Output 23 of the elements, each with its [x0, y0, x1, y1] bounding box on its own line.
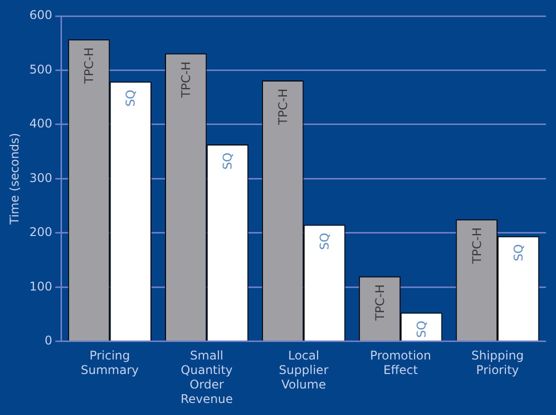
text: SQ — [511, 244, 526, 262]
y-tick-label: 300 — [29, 170, 52, 185]
text: TPC-H — [470, 227, 484, 264]
y-tick-label: 400 — [29, 116, 52, 131]
text: TPC-H — [276, 88, 290, 125]
x-tick-label: Local Supplier Volume — [278, 348, 328, 392]
y-tick-label: 0 — [44, 334, 52, 348]
y-tick-label: 500 — [29, 62, 52, 76]
x-tick-label: Shipping Priority — [471, 348, 524, 378]
series-label: SQ — [414, 320, 429, 338]
x-tick-label: Pricing Summary — [80, 348, 139, 378]
x-tick-label: Small Quantity Order Revenue — [180, 348, 233, 406]
text: SQ — [220, 152, 235, 170]
text: TPC-H — [372, 284, 387, 321]
y-axis-title: Time (seconds) — [7, 132, 22, 226]
y-tick-label: 600 — [29, 8, 52, 22]
text: SQ — [124, 90, 138, 107]
text: SQ — [318, 232, 332, 250]
x-tick-label: Promotion Effect — [370, 348, 432, 378]
y-tick-label: 200 — [29, 225, 52, 240]
text: TPC-H — [178, 61, 193, 98]
y-tick-label: 100 — [29, 279, 52, 294]
series-label: TPC-H — [82, 47, 96, 85]
